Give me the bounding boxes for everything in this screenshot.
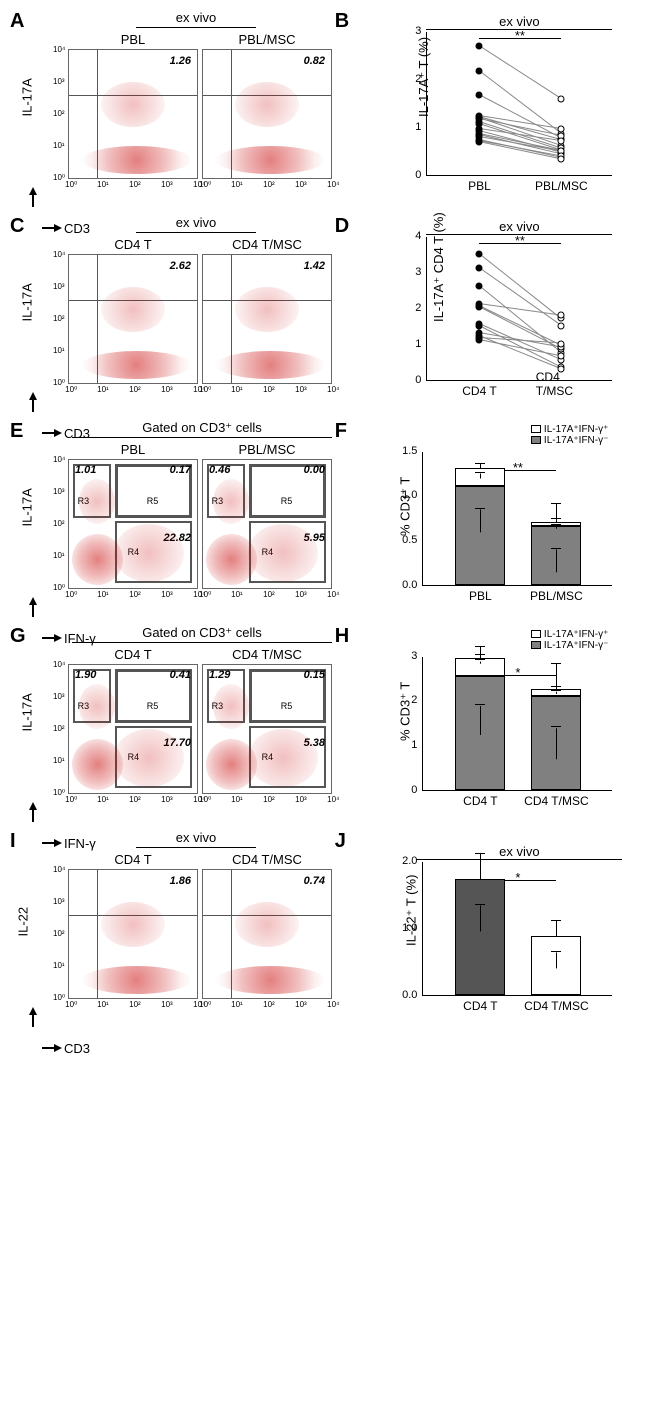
- bar-chart: IL-17A⁺IFN-γ⁺IL-17A⁺IFN-γ⁻ % CD3⁺ T **: [372, 424, 632, 614]
- panel-header: Gated on CD3⁺ cells: [72, 420, 332, 438]
- data-point: [558, 353, 565, 360]
- plot-title: CD4 T/MSC: [202, 647, 332, 662]
- plot-title: PBL/MSC: [202, 32, 332, 47]
- panel-label-F: F: [335, 420, 347, 443]
- panel-label-D: D: [335, 215, 349, 238]
- y-axis-label: IL-17A: [20, 693, 35, 731]
- bar-segment: [455, 676, 505, 790]
- flow-plot: 1.42 10⁰10¹10²10³10⁴: [202, 254, 332, 384]
- panel-header: ex vivo: [136, 10, 256, 28]
- significance: **: [515, 28, 525, 43]
- y-axis-label: IL-17A: [20, 283, 35, 321]
- data-point: [476, 250, 483, 257]
- flow-plot: R3 R5 R4 0.46 0.00 5.95 10⁰10¹10²10³10⁴: [202, 459, 332, 589]
- panel-label-B: B: [335, 10, 349, 33]
- y-axis-label: IL-17A: [20, 78, 35, 116]
- paired-chart: ex vivo IL-17A⁺ T (%) ** 0123 PBL PBL/MS…: [382, 14, 622, 204]
- data-point: [476, 303, 483, 310]
- x-tick: PBL/MSC: [535, 179, 588, 193]
- data-point: [476, 322, 483, 329]
- data-point: [476, 42, 483, 49]
- flow-plot: 1.86 10⁰10¹10²10³10⁴10⁰10¹10²10³10⁴: [68, 869, 198, 999]
- plot-title: CD4 T: [68, 647, 198, 662]
- y-axis-label: % CD3⁺ T: [398, 477, 414, 536]
- plot-title: PBL: [68, 32, 198, 47]
- bar-segment: [455, 468, 505, 486]
- significance: **: [515, 233, 525, 248]
- bar-segment: [531, 689, 581, 696]
- panel-header: ex vivo: [136, 215, 256, 233]
- bar-segment: [531, 526, 581, 584]
- x-tick: PBL: [469, 589, 492, 603]
- panel-label-C: C: [10, 215, 24, 238]
- data-point: [558, 137, 565, 144]
- bar-segment: [455, 658, 505, 676]
- panel-label-E: E: [10, 420, 23, 443]
- panel-header: ex vivo: [136, 830, 256, 848]
- significance: **: [513, 460, 523, 475]
- panel-label-I: I: [10, 830, 16, 853]
- data-point: [558, 312, 565, 319]
- x-tick: CD4 T/MSC: [536, 370, 587, 398]
- plot-title: CD4 T: [68, 237, 198, 252]
- plot-title: CD4 T: [68, 852, 198, 867]
- bar-segment: [455, 486, 505, 584]
- bar-segment: [531, 696, 581, 790]
- flow-plot: R3 R5 R4 1.90 0.41 17.70 10⁰10¹10²10³10⁴…: [68, 664, 198, 794]
- y-axis-label: IL-22⁺ T (%): [404, 875, 420, 946]
- flow-plot: 1.26 10⁰10¹10²10³10⁴10⁰10¹10²10³10⁴: [68, 49, 198, 179]
- y-axis-label: IL-22: [15, 906, 30, 936]
- y-axis-label: % CD3⁺ T: [398, 682, 414, 741]
- data-point: [558, 125, 565, 132]
- bar-chart: ex vivo IL-22⁺ T (%) * 0.01.02.0 CD4 T C…: [372, 834, 632, 1024]
- x-tick: PBL/MSC: [530, 589, 583, 603]
- x-tick: CD4 T/MSC: [524, 999, 588, 1013]
- flow-plot: R3 R5 R4 1.29 0.15 5.38 10⁰10¹10²10³10⁴: [202, 664, 332, 794]
- panel-label-A: A: [10, 10, 24, 33]
- plot-title: PBL/MSC: [202, 442, 332, 457]
- plot-title: CD4 T/MSC: [202, 852, 332, 867]
- bar-segment: [531, 522, 581, 526]
- panel-label-J: J: [335, 830, 346, 853]
- plot-title: PBL: [68, 442, 198, 457]
- data-point: [476, 92, 483, 99]
- chart-header: ex vivo: [416, 844, 622, 860]
- data-point: [476, 68, 483, 75]
- flow-plot: 0.74 10⁰10¹10²10³10⁴: [202, 869, 332, 999]
- x-tick: CD4 T/MSC: [524, 794, 588, 808]
- panel-label-G: G: [10, 625, 26, 648]
- flow-plot: 0.82 10⁰10¹10²10³10⁴: [202, 49, 332, 179]
- data-point: [558, 340, 565, 347]
- paired-chart: ex vivo IL-17A⁺ CD4 T (%) ** 01234 CD4 T…: [382, 219, 622, 409]
- data-point: [558, 95, 565, 102]
- data-point: [476, 336, 483, 343]
- x-tick: CD4 T: [462, 384, 496, 398]
- data-point: [476, 138, 483, 145]
- panel-label-H: H: [335, 625, 349, 648]
- flow-plot: R3 R5 R4 1.01 0.17 22.82 10⁰10¹10²10³10⁴…: [68, 459, 198, 589]
- data-point: [558, 156, 565, 163]
- panel-header: Gated on CD3⁺ cells: [72, 625, 332, 643]
- bar-chart: IL-17A⁺IFN-γ⁺IL-17A⁺IFN-γ⁻ % CD3⁺ T *: [372, 629, 632, 819]
- data-point: [476, 282, 483, 289]
- legend: IL-17A⁺IFN-γ⁺IL-17A⁺IFN-γ⁻: [531, 629, 608, 651]
- significance: *: [515, 870, 520, 885]
- x-tick: PBL: [468, 179, 491, 193]
- bar-segment: [531, 936, 581, 994]
- bar-segment: [455, 879, 505, 994]
- data-point: [558, 322, 565, 329]
- significance: *: [515, 665, 520, 680]
- y-axis-label: IL-17A: [20, 488, 35, 526]
- flow-plot: 2.62 10⁰10¹10²10³10⁴10⁰10¹10²10³10⁴: [68, 254, 198, 384]
- legend: IL-17A⁺IFN-γ⁺IL-17A⁺IFN-γ⁻: [531, 424, 608, 446]
- x-tick: CD4 T: [463, 999, 497, 1013]
- x-tick: CD4 T: [463, 794, 497, 808]
- x-axis-label: CD3: [64, 1041, 90, 1056]
- plot-title: CD4 T/MSC: [202, 237, 332, 252]
- data-point: [476, 264, 483, 271]
